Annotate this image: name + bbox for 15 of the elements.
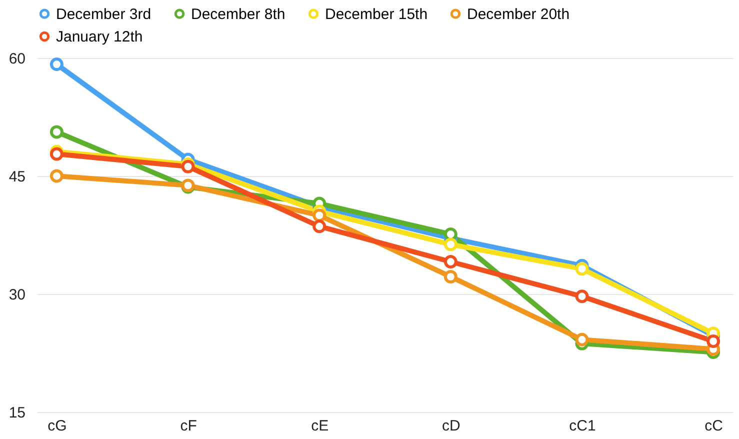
x-tick-label: cC1 [569,418,596,434]
x-tick-label: cG [48,418,67,434]
y-tick-label: 45 [8,168,26,186]
y-tick-label: 30 [8,286,26,304]
y-tick-label: 15 [8,404,26,422]
legend-label: December 8th [191,6,286,23]
legend-label: December 15th [325,6,428,23]
y-tick-label: 60 [8,50,26,68]
legend-label: January 12th [56,28,143,46]
x-tick-label: cE [311,418,329,434]
x-tick-label: cD [442,418,460,434]
x-tick-label: cF [180,418,197,434]
legend-label: December 3rd [56,6,152,23]
legend-label: December 20th [467,6,570,23]
x-tick-label: cC [704,418,724,434]
